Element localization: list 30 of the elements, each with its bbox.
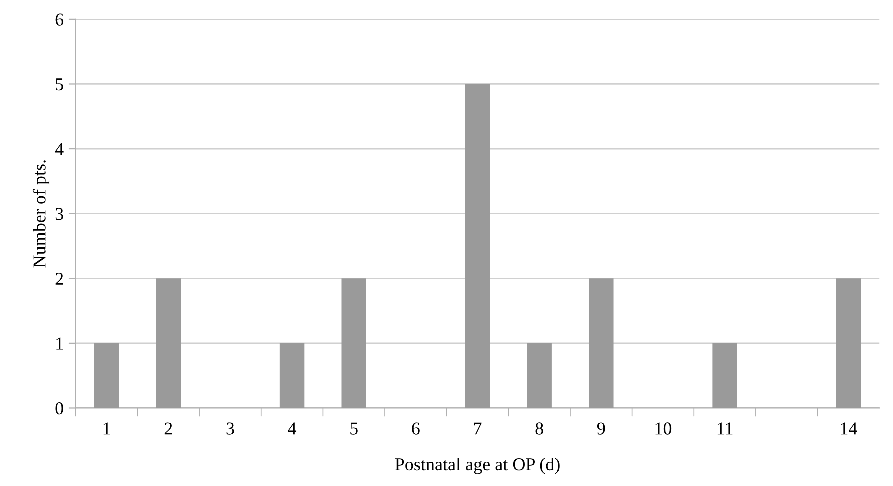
x-tick-label: 10 <box>656 422 672 435</box>
y-tick-label: 6 <box>56 14 64 26</box>
bar <box>527 343 552 408</box>
x-axis-title: Postnatal age at OP (d) <box>395 458 560 474</box>
x-tick-label: 4 <box>288 422 297 435</box>
x-tick-label: 6 <box>412 422 420 435</box>
bar <box>156 278 182 408</box>
x-tick-label: 5 <box>350 422 358 435</box>
bar <box>342 278 366 408</box>
y-tick-label: 3 <box>56 208 64 220</box>
bar <box>465 84 490 408</box>
y-tick-label: 4 <box>55 143 64 156</box>
x-tick-label: 8 <box>536 422 544 435</box>
x-tick-label: 7 <box>474 422 482 435</box>
y-axis-title: Number of pts. <box>32 160 50 268</box>
bar <box>280 343 305 408</box>
y-tick-label: 0 <box>56 402 64 415</box>
x-tick-label: 11 <box>718 422 733 435</box>
x-tick-label: 2 <box>164 422 172 435</box>
x-tick-label: 1 <box>104 422 110 435</box>
y-tick-label: 1 <box>56 338 64 350</box>
x-tick-label: 9 <box>597 422 606 435</box>
y-tick-label: 2 <box>56 272 64 285</box>
bar <box>94 343 120 408</box>
bar <box>836 278 862 408</box>
bar <box>712 343 738 408</box>
x-tick-label: 14 <box>841 422 858 435</box>
x-tick-label: 3 <box>226 422 234 435</box>
y-tick-label: 5 <box>56 78 64 91</box>
bar <box>589 278 614 408</box>
